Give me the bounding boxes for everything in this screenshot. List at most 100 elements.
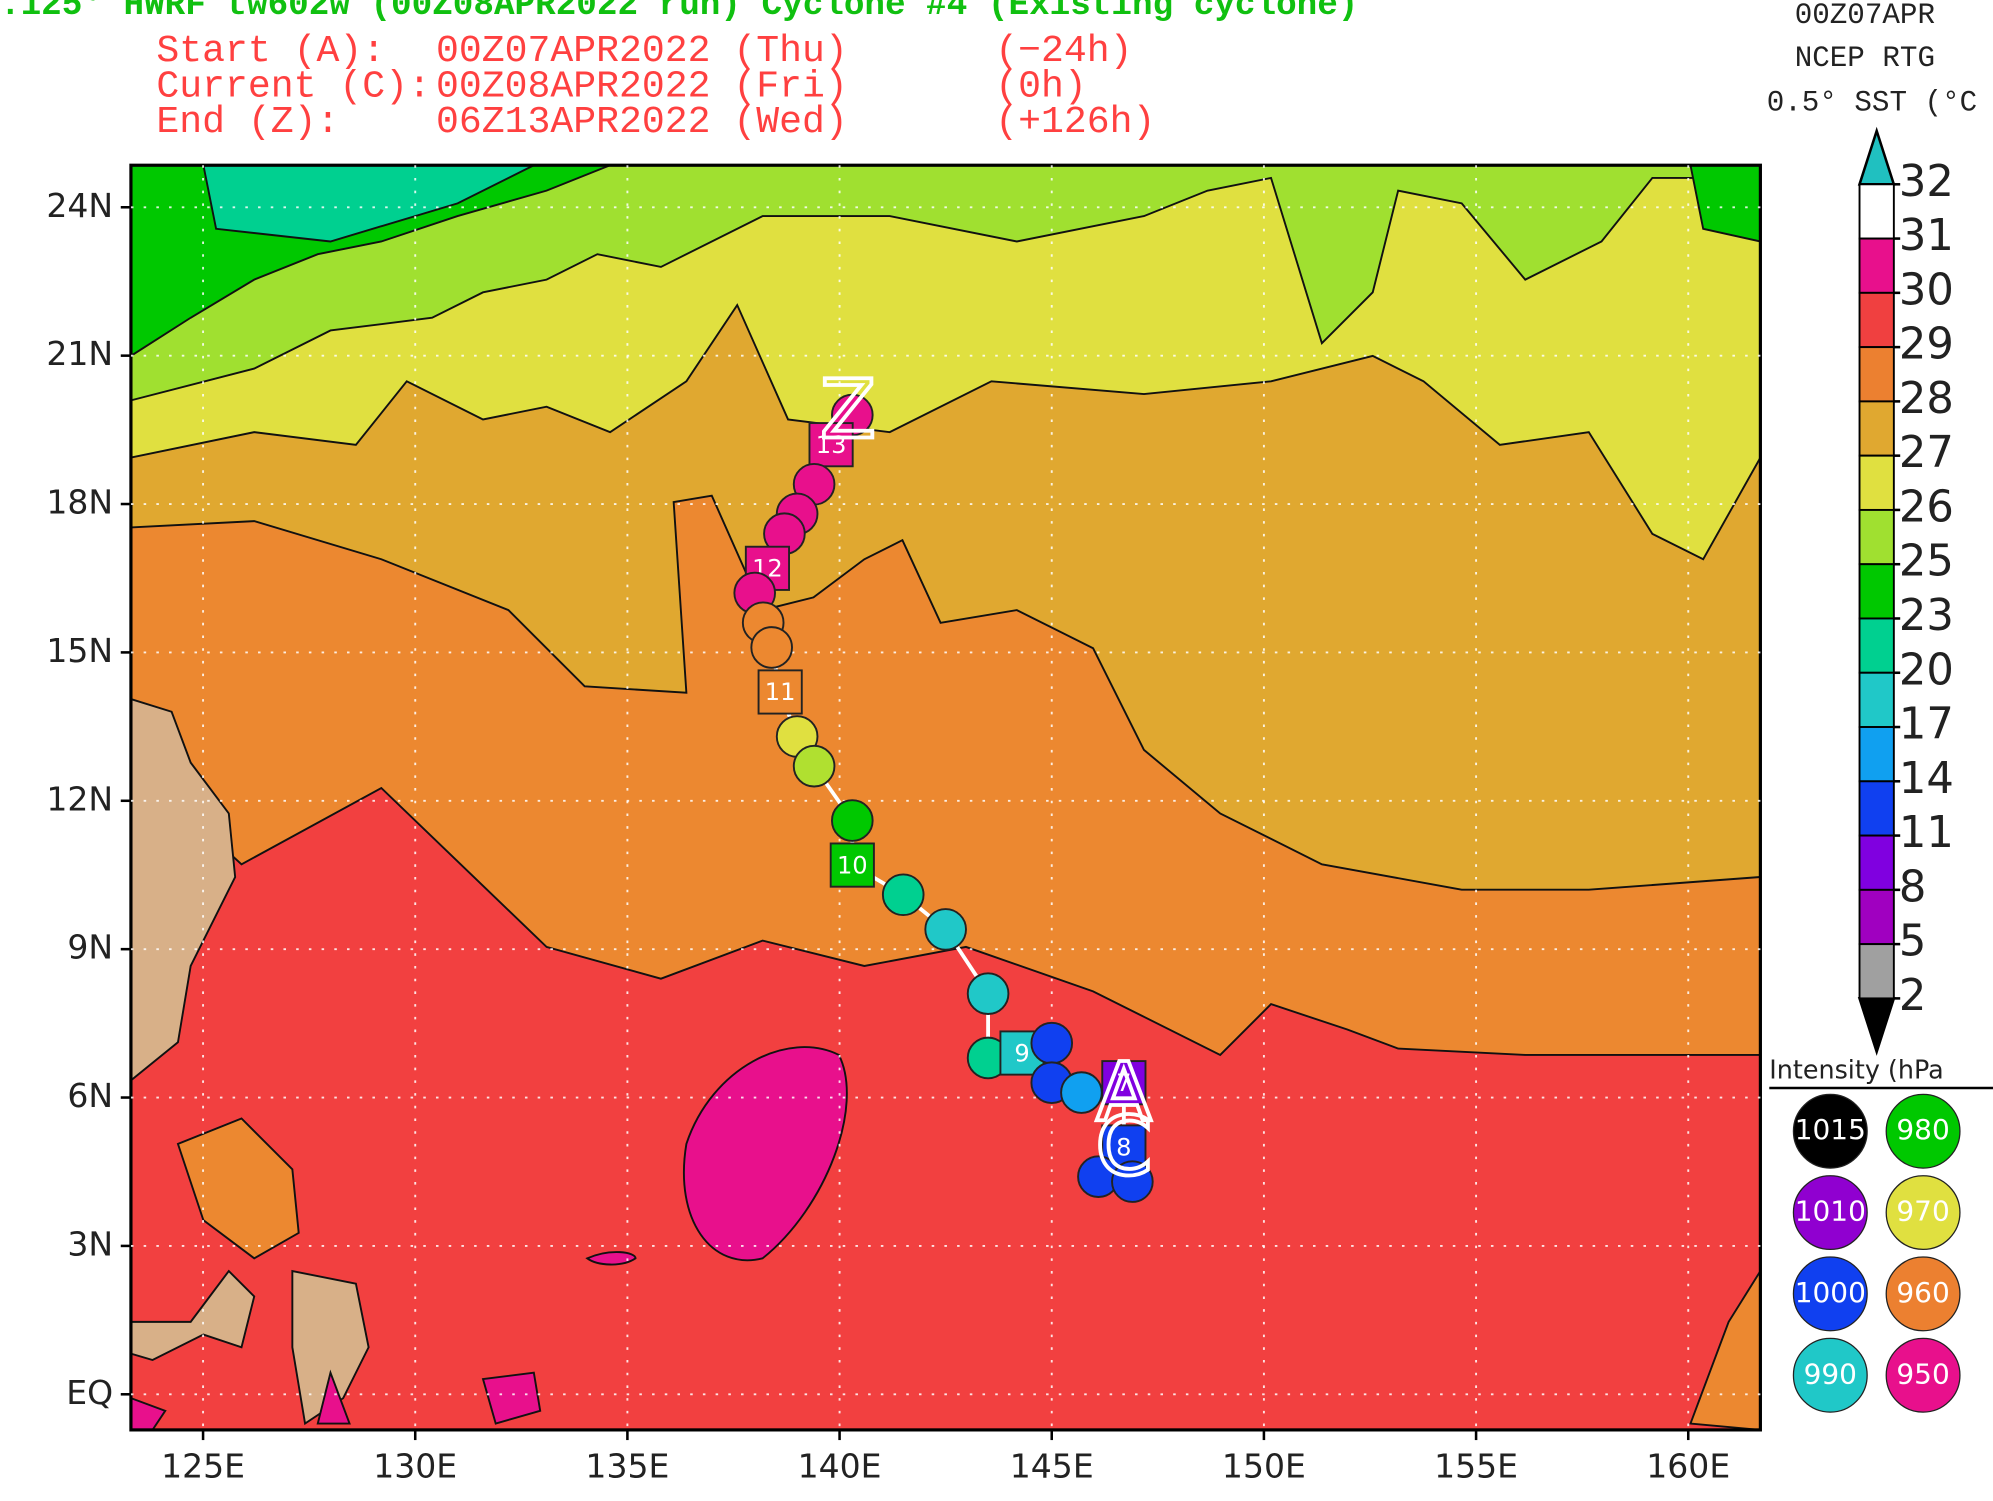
map-frame <box>129 163 1762 1432</box>
colorbar-label: 20 <box>1899 645 1954 695</box>
colorbar-label: 31 <box>1899 211 1954 261</box>
label: Current (C): <box>156 66 431 109</box>
colorbar-cell <box>1858 563 1895 620</box>
colorbar-cell <box>1858 454 1895 511</box>
label: End (Z): <box>156 101 339 144</box>
colorbar-label: 8 <box>1899 862 1926 912</box>
y-tick-label: 6N <box>67 1076 113 1115</box>
track-circle <box>1030 1021 1074 1065</box>
intensity-swatch <box>1792 1337 1868 1413</box>
y-tick-label: 21N <box>46 334 113 373</box>
title: .125° HWRF tw602w (00Z08APR2022 run) Cyc… <box>0 0 1358 25</box>
colorbar-label: 32 <box>1899 157 1954 207</box>
x-tick-label: 160E <box>1646 1447 1730 1486</box>
intensity-swatch <box>1792 1175 1868 1251</box>
intensity-swatch <box>1885 1093 1961 1169</box>
intensity-label: 960 <box>1896 1276 1949 1309</box>
x-tick-label: 135E <box>585 1447 669 1486</box>
colorbar-label: 23 <box>1899 591 1954 641</box>
y-tick-label: EQ <box>66 1373 113 1412</box>
time: 00Z07APR2022 (Thu) <box>436 30 848 73</box>
sst-band <box>202 165 535 243</box>
offset: (0h) <box>995 66 1087 109</box>
track-label: 10 <box>837 851 868 879</box>
colorbar-cell <box>1858 508 1895 566</box>
colorbar-label: 17 <box>1899 700 1954 750</box>
intensity-swatch <box>1885 1256 1961 1332</box>
intensity-label: 970 <box>1896 1195 1949 1228</box>
colorbar-cell <box>1858 400 1895 457</box>
colorbar-label: 30 <box>1899 265 1954 315</box>
field: 0.5° SST (°C <box>1767 87 1977 120</box>
y-tick-label: 15N <box>46 631 113 670</box>
colorbar-label: 26 <box>1899 482 1954 532</box>
y-tick-label: 24N <box>46 186 113 225</box>
colorbar-label: 29 <box>1899 320 1954 370</box>
track-circle <box>881 873 925 917</box>
colorbar-cell <box>1858 346 1895 403</box>
y-tick-label: 18N <box>46 483 113 522</box>
track-square <box>808 422 854 468</box>
colorbar-label: 28 <box>1899 374 1954 424</box>
header-lines: Start (A): 00Z07APR2022 (Thu) (−24h) Cur… <box>156 30 1155 144</box>
intensity-label: 980 <box>1896 1113 1949 1146</box>
colorbar-cell <box>1858 291 1895 349</box>
intensity-swatch <box>1792 1256 1868 1332</box>
colorbar-cell <box>1858 671 1895 728</box>
x-tick-label: 155E <box>1434 1447 1518 1486</box>
colorbar-cell <box>1858 780 1895 837</box>
track-letter: Z <box>820 362 876 457</box>
colorbar-label: 14 <box>1899 754 1954 804</box>
intensity-label: 1010 <box>1795 1195 1866 1228</box>
track-circle <box>792 744 836 788</box>
y-tick-label: 12N <box>46 779 113 818</box>
track-circle <box>1111 1160 1154 1203</box>
time: 00Z08APR2022 (Fri) <box>436 66 848 109</box>
x-tick-label: 150E <box>1222 1447 1306 1486</box>
track-label: 8 <box>1116 1133 1131 1161</box>
x-tick-label: 140E <box>798 1447 882 1486</box>
intensity-label: 1000 <box>1795 1276 1866 1309</box>
colorbar-cell <box>1858 183 1895 240</box>
track-label: 7 <box>1116 1069 1131 1097</box>
colorbar-label: 25 <box>1899 537 1954 587</box>
y-tick-label: 3N <box>67 1224 113 1263</box>
track-circle <box>831 799 874 842</box>
intensity-label: 950 <box>1896 1357 1949 1390</box>
colorbar-top <box>1857 126 1896 186</box>
track-label: 13 <box>816 431 847 459</box>
colorbar-cell <box>1858 943 1895 1000</box>
sst-band <box>130 165 1761 402</box>
intensity-label: 1015 <box>1795 1113 1866 1146</box>
track-letter: A <box>1096 1045 1152 1140</box>
x-tick-label: 125E <box>161 1447 245 1486</box>
label: Start (A): <box>156 30 385 73</box>
colorbar-cell <box>1858 617 1895 674</box>
colorbar-label: 11 <box>1899 808 1954 858</box>
intensity-swatch <box>1792 1093 1868 1169</box>
colorbar-cell <box>1858 237 1895 294</box>
intensity-swatch <box>1885 1175 1961 1251</box>
intensity-label: 990 <box>1804 1357 1857 1390</box>
sst-field <box>130 165 1761 1430</box>
track-label: 9 <box>1014 1039 1029 1067</box>
track-circle <box>924 908 967 951</box>
offset: (−24h) <box>995 30 1132 73</box>
header-right: 00Z07APR NCEP RTG 0.5° SST (°C <box>1767 0 1977 120</box>
source: NCEP RTG <box>1795 42 1935 75</box>
time: 00Z07APR <box>1795 0 1935 32</box>
track-label: 11 <box>765 678 796 706</box>
track-circle <box>750 626 793 669</box>
track-letter: C <box>1095 1099 1152 1194</box>
time: 06Z13APR2022 (Wed) <box>436 101 848 144</box>
colorbar-cell <box>1858 888 1895 946</box>
colorbar-label: 27 <box>1899 428 1954 478</box>
y-tick-label: 9N <box>67 928 113 967</box>
intensity-swatch <box>1885 1337 1961 1413</box>
colorbar-cell <box>1858 726 1895 783</box>
land <box>130 698 370 1426</box>
sst-band <box>130 1369 542 1430</box>
colorbar-bottom <box>1857 997 1896 1056</box>
legend-title: Intensity (hPa <box>1769 1054 1943 1084</box>
